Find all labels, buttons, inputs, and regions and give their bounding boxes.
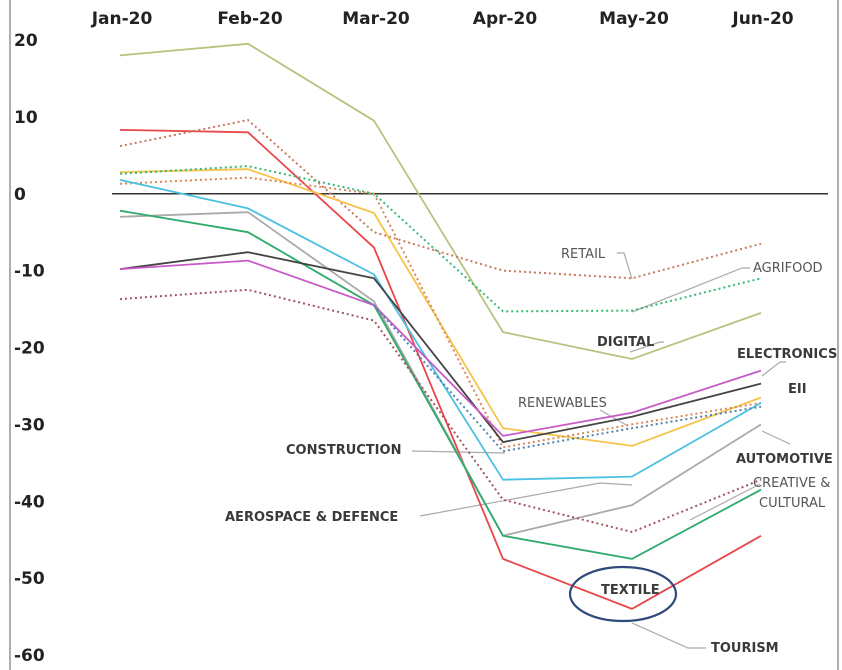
leader-line [761,361,786,377]
label-retail: RETAIL [561,247,606,262]
y-tick-label: -60 [14,646,45,666]
series-line-tourism [119,129,762,610]
series-line-construction [119,168,762,447]
label-digital: DIGITAL [597,335,654,350]
series-line-eii [119,251,762,444]
x-tick-label: Apr-20 [473,9,538,29]
x-tick-label: Jan-20 [91,9,153,29]
series-line-automotive [119,211,762,537]
x-tick-label: Feb-20 [217,9,283,29]
leader-line [761,430,791,445]
series-line-textile [119,209,762,560]
series-line-unlabeled [373,304,762,453]
leader-line [631,622,706,649]
label-construction: CONSTRUCTION [286,443,401,458]
label-automotive: AUTOMOTIVE [736,452,833,467]
leader-line [599,409,629,427]
x-axis-ticks: Jan-20 Feb-20 Mar-20 Apr-20 May-20 Jun-20 [91,9,794,29]
series-line-electronics [119,259,762,437]
x-tick-label: Jun-20 [731,9,793,29]
label-aerospace: AEROSPACE & DEFENCE [225,510,398,525]
x-tick-label: May-20 [599,9,669,29]
label-creative-line2: CULTURAL [759,496,826,511]
leader-line [631,267,750,313]
label-renewables: RENEWABLES [518,396,607,411]
y-tick-label: 10 [14,108,38,128]
series-line-digital [119,42,762,360]
y-axis-ticks: 20 10 0 -10 -20 -30 -40 -50 -60 [14,31,45,666]
series-line-renewables [119,176,762,449]
leader-line [617,252,633,280]
y-tick-label: 20 [14,31,38,51]
leader-line [629,341,664,353]
label-agrifood: AGRIFOOD [753,261,823,276]
textile-highlight-ring [568,565,678,623]
series-line-aerospace-defence [119,179,762,481]
series-line-creative-cultural [119,288,762,533]
series-line-agrifood [119,165,762,313]
y-tick-label: 0 [14,185,26,205]
leader-line [689,483,761,521]
label-textile: TEXTILE [601,583,660,598]
series-lines [119,42,762,610]
y-tick-label: -40 [14,492,45,512]
y-tick-label: -10 [14,262,45,282]
y-tick-label: -50 [14,569,45,589]
label-eii: EII [788,382,807,397]
leader-line [419,482,633,517]
y-tick-label: -30 [14,415,45,435]
y-tick-label: -20 [14,339,45,359]
label-creative-line1: CREATIVE & [753,476,830,491]
label-tourism: TOURISM [711,641,779,656]
series-line-retail [119,119,762,280]
x-tick-label: Mar-20 [342,9,410,29]
label-electronics: ELECTRONICS [737,347,837,362]
